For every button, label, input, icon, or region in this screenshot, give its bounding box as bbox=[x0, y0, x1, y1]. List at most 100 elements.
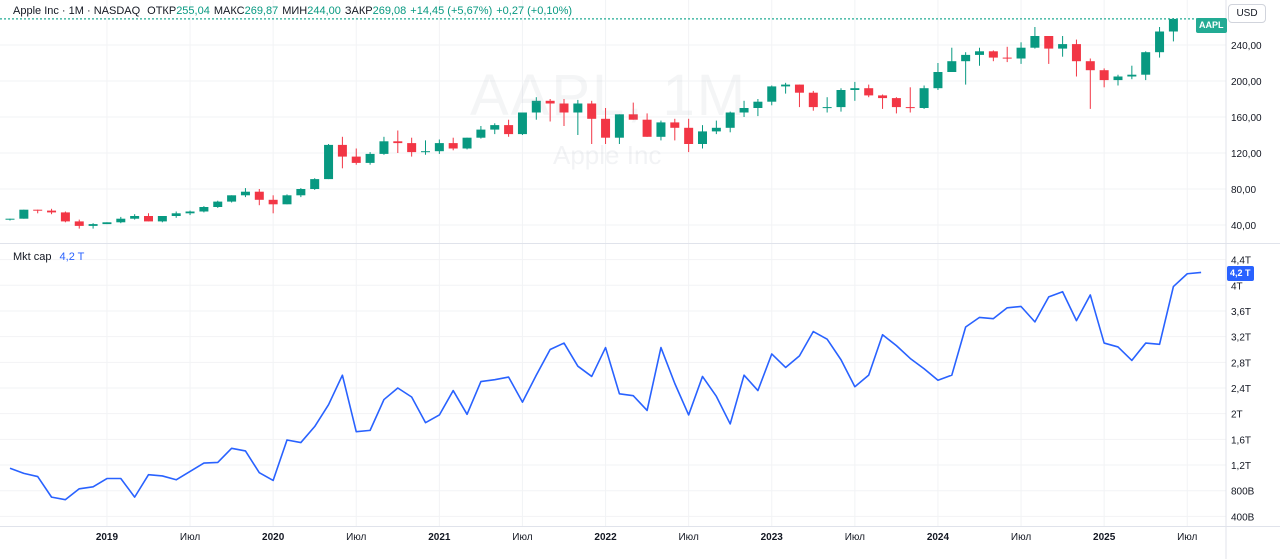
candle[interactable] bbox=[725, 111, 735, 133]
candle[interactable] bbox=[545, 99, 555, 122]
candle[interactable] bbox=[781, 82, 791, 94]
time-tick-label: 2024 bbox=[927, 532, 950, 543]
candle[interactable] bbox=[850, 81, 860, 101]
candle[interactable] bbox=[310, 178, 320, 190]
candle[interactable] bbox=[1141, 51, 1151, 81]
time-axis-ticks: 2019 Июл 2020 Июл 2021 Июл 2022 Июл 2023 Июл 2024 И… bbox=[96, 532, 1198, 543]
candle[interactable] bbox=[351, 148, 361, 165]
currency-button[interactable]: USD bbox=[1228, 4, 1266, 23]
candle[interactable] bbox=[753, 99, 763, 117]
candle[interactable] bbox=[268, 195, 278, 214]
candle[interactable] bbox=[614, 114, 624, 144]
candle[interactable] bbox=[116, 216, 126, 224]
candle[interactable] bbox=[1030, 27, 1040, 49]
candle[interactable] bbox=[19, 209, 29, 219]
candle[interactable] bbox=[130, 214, 140, 220]
candle[interactable] bbox=[47, 208, 57, 215]
candle[interactable] bbox=[988, 50, 998, 62]
candle[interactable] bbox=[227, 195, 237, 203]
symbol-title[interactable]: Apple Inc · 1M · NASDAQ bbox=[13, 5, 141, 17]
candle[interactable] bbox=[767, 85, 777, 106]
candle[interactable] bbox=[1071, 39, 1081, 77]
candle[interactable] bbox=[490, 123, 500, 135]
indicator-legend[interactable]: Mkt cap 4,2 T bbox=[13, 251, 84, 263]
candle[interactable] bbox=[476, 126, 486, 139]
candle[interactable] bbox=[628, 102, 638, 120]
candle-body bbox=[545, 100, 555, 104]
candle[interactable] bbox=[88, 223, 98, 229]
candle[interactable] bbox=[1002, 46, 1012, 63]
candle[interactable] bbox=[365, 152, 375, 165]
candle[interactable] bbox=[1016, 42, 1026, 64]
candle[interactable] bbox=[878, 94, 888, 109]
candle[interactable] bbox=[573, 99, 583, 135]
candle[interactable] bbox=[975, 47, 984, 66]
candle[interactable] bbox=[407, 137, 417, 157]
candle[interactable] bbox=[254, 189, 264, 206]
candle[interactable] bbox=[421, 140, 430, 155]
candle[interactable] bbox=[836, 88, 846, 112]
candle[interactable] bbox=[434, 139, 444, 154]
candle[interactable] bbox=[74, 219, 84, 229]
candle[interactable] bbox=[933, 63, 943, 90]
candle[interactable] bbox=[891, 97, 901, 114]
candle[interactable] bbox=[739, 100, 749, 117]
candle[interactable] bbox=[587, 100, 597, 144]
candle[interactable] bbox=[213, 200, 223, 208]
candle-body bbox=[227, 195, 237, 202]
candle[interactable] bbox=[462, 137, 472, 150]
candle[interactable] bbox=[656, 120, 666, 141]
candle[interactable] bbox=[711, 120, 721, 135]
candle[interactable] bbox=[379, 136, 389, 155]
candle[interactable] bbox=[531, 97, 541, 120]
candle[interactable] bbox=[199, 206, 209, 213]
candle[interactable] bbox=[1168, 18, 1178, 42]
candle-body bbox=[531, 100, 541, 113]
candle[interactable] bbox=[601, 108, 611, 144]
candle[interactable] bbox=[794, 84, 804, 108]
candle[interactable] bbox=[822, 97, 832, 113]
candle[interactable] bbox=[185, 210, 195, 216]
candle[interactable] bbox=[808, 90, 818, 111]
candle-body bbox=[296, 189, 306, 196]
candle[interactable] bbox=[60, 211, 70, 223]
candle-body bbox=[1141, 52, 1151, 75]
candle[interactable] bbox=[517, 112, 527, 136]
candlestick-series[interactable] bbox=[5, 18, 1178, 229]
candle[interactable] bbox=[240, 188, 250, 198]
candle[interactable] bbox=[1113, 74, 1123, 86]
candle[interactable] bbox=[642, 113, 652, 137]
candle[interactable] bbox=[1085, 58, 1095, 109]
candle[interactable] bbox=[905, 87, 915, 113]
candle[interactable] bbox=[144, 213, 153, 222]
candle[interactable] bbox=[393, 130, 403, 154]
candle[interactable] bbox=[448, 137, 458, 151]
candle[interactable] bbox=[282, 194, 292, 205]
candle[interactable] bbox=[559, 99, 569, 126]
candle[interactable] bbox=[337, 136, 347, 169]
mkt-cap-line[interactable] bbox=[9, 271, 1202, 501]
candle[interactable] bbox=[1099, 68, 1109, 88]
candle[interactable] bbox=[1155, 27, 1165, 58]
candle[interactable] bbox=[961, 52, 971, 85]
candle-body bbox=[808, 92, 818, 108]
candle[interactable] bbox=[33, 209, 43, 214]
candle[interactable] bbox=[296, 188, 306, 198]
candle[interactable] bbox=[171, 211, 181, 218]
candle[interactable] bbox=[670, 118, 680, 141]
candle[interactable] bbox=[1127, 65, 1137, 80]
candle[interactable] bbox=[919, 85, 929, 109]
candle[interactable] bbox=[1044, 36, 1054, 64]
candle[interactable] bbox=[947, 47, 957, 72]
candle-body bbox=[144, 216, 153, 222]
candle[interactable] bbox=[504, 119, 514, 137]
candle[interactable] bbox=[684, 118, 694, 153]
candle[interactable] bbox=[698, 125, 707, 149]
candle[interactable] bbox=[102, 222, 112, 225]
candle[interactable] bbox=[324, 144, 334, 180]
candle[interactable] bbox=[1058, 36, 1068, 57]
candle[interactable] bbox=[157, 216, 167, 223]
candle[interactable] bbox=[5, 218, 15, 221]
candle[interactable] bbox=[864, 84, 874, 98]
